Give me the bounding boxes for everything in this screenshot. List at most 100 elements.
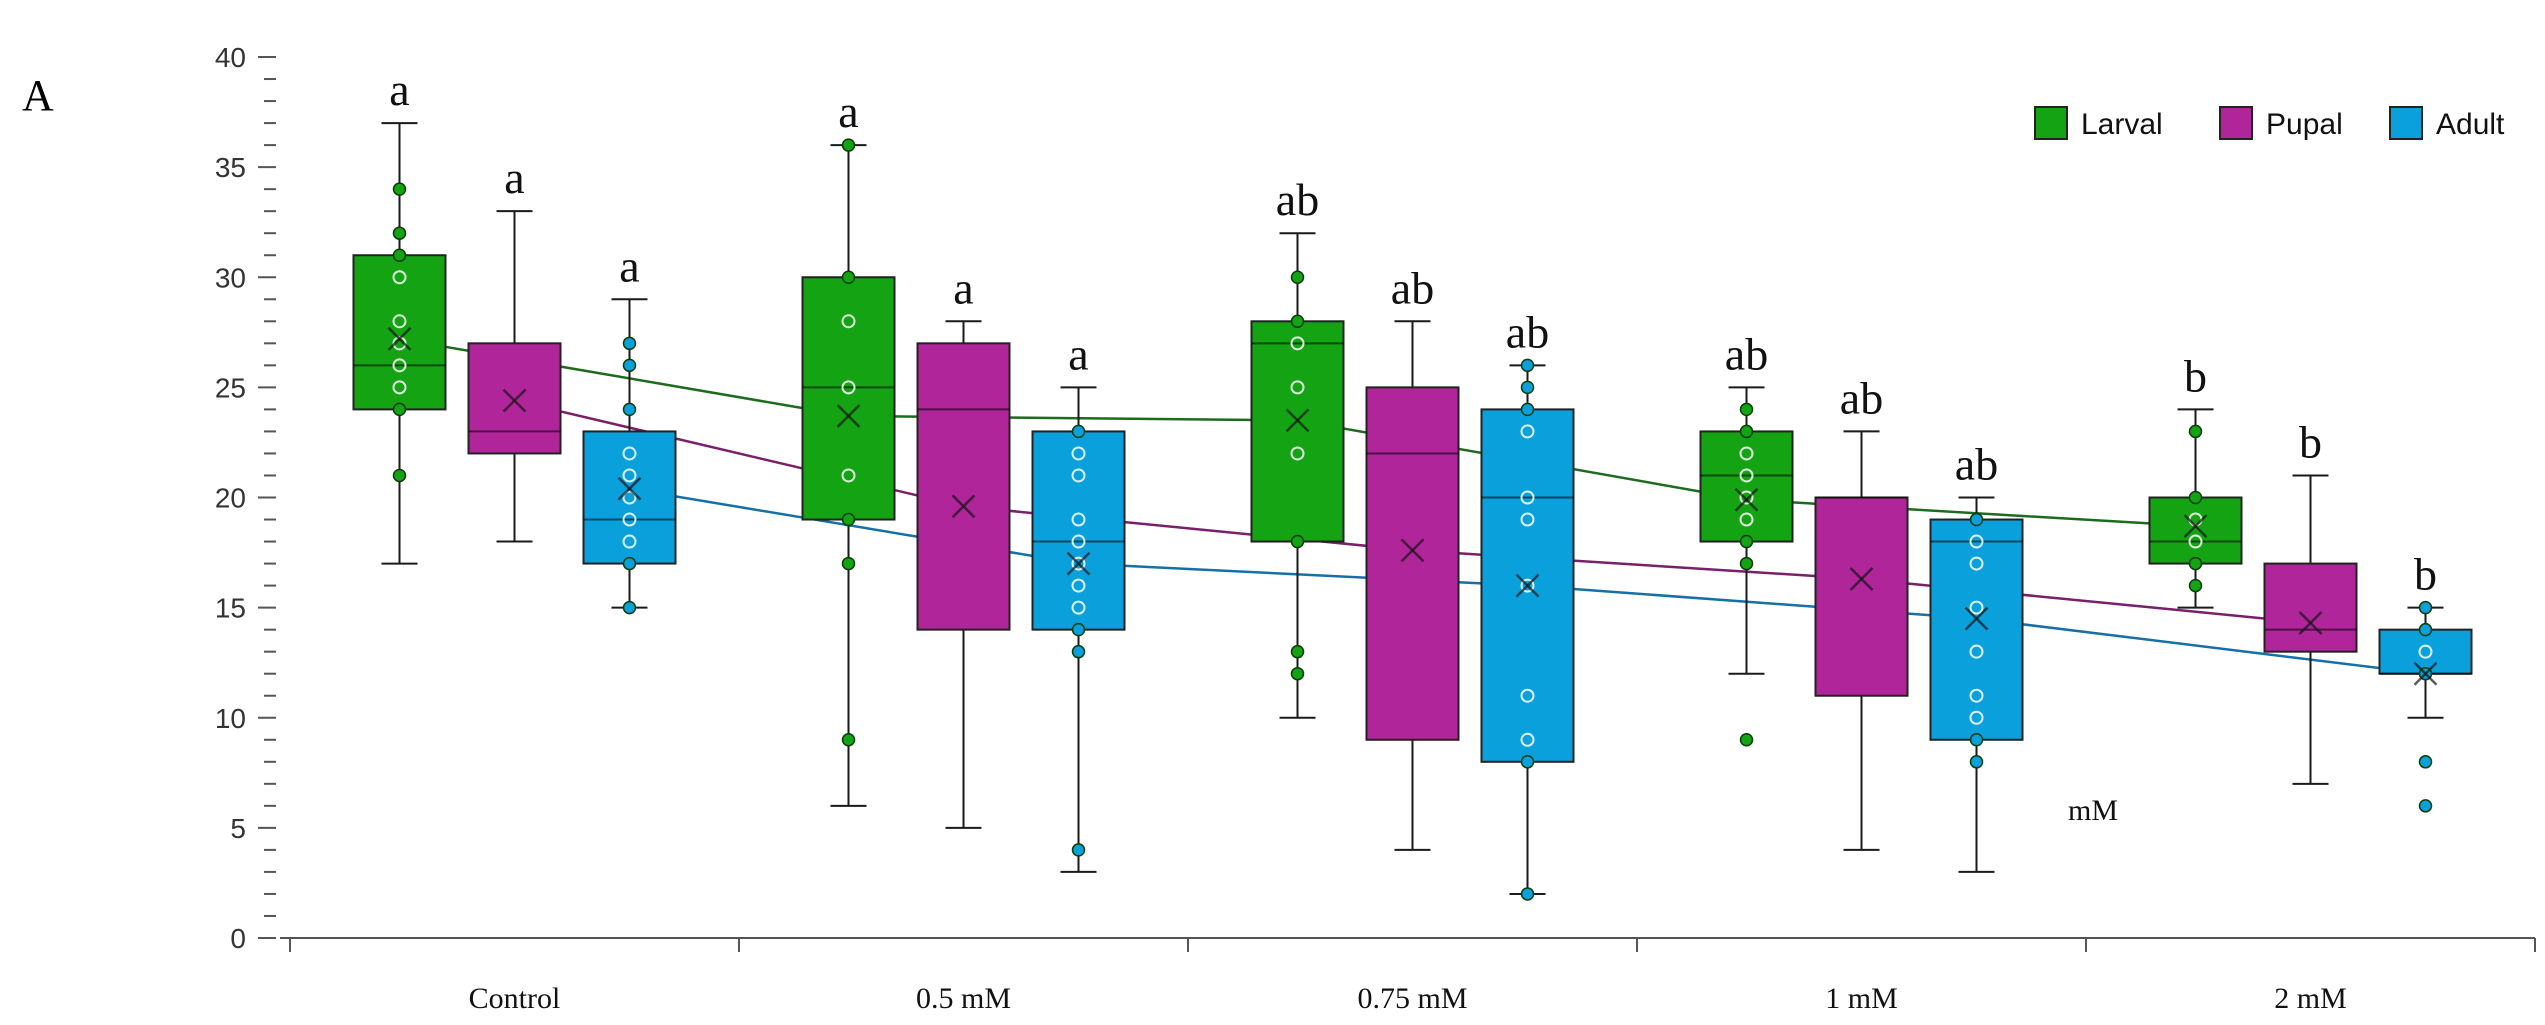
box-pupal-4	[2263, 474, 2358, 785]
significance-letter: a	[619, 240, 639, 291]
box-larval-2	[1250, 232, 1345, 719]
y-tick-label: 10	[215, 703, 246, 734]
data-point	[1969, 600, 1984, 615]
legend-item-larval: Larval	[2034, 106, 2163, 141]
box-iqr	[582, 430, 677, 565]
data-point	[1520, 688, 1535, 703]
data-point	[1071, 600, 1086, 615]
data-point	[1290, 380, 1305, 395]
box-larval-0	[352, 122, 447, 565]
legend-label: Pupal	[2266, 108, 2343, 141]
box-iqr	[352, 254, 447, 411]
data-point	[622, 490, 637, 505]
y-tick-label: 15	[215, 593, 246, 624]
data-point	[392, 380, 407, 395]
box-iqr	[2378, 628, 2473, 675]
box-iqr	[801, 276, 896, 521]
data-point	[1071, 644, 1086, 659]
mean-marker	[1515, 573, 1540, 598]
data-point	[622, 358, 637, 373]
data-point	[1739, 402, 1754, 417]
data-point	[1969, 556, 1984, 571]
data-point	[841, 733, 856, 747]
legend-swatch	[2219, 106, 2253, 140]
data-point	[1071, 622, 1086, 637]
data-point	[1071, 578, 1086, 593]
data-point	[1290, 666, 1305, 681]
data-point	[1520, 755, 1535, 769]
box-iqr	[2148, 496, 2243, 565]
y-tick-label: 20	[215, 483, 246, 514]
x-category-label: 0.5 mM	[916, 982, 1011, 1015]
significance-letter: a	[838, 86, 858, 137]
data-point	[392, 270, 407, 285]
box-adult-3	[1929, 496, 2024, 873]
y-tick-label: 25	[215, 372, 246, 403]
data-point	[841, 556, 856, 571]
significance-letter: b	[2414, 549, 2437, 600]
data-point	[2188, 556, 2203, 571]
significance-letter: a	[953, 262, 973, 313]
mean-marker	[836, 404, 861, 428]
data-point	[1739, 424, 1754, 439]
mean-marker	[502, 388, 527, 413]
data-point	[2418, 644, 2433, 659]
x-category-label: 1 mM	[1825, 982, 1898, 1015]
data-point	[1969, 710, 1984, 725]
data-point	[622, 402, 637, 417]
data-point	[1290, 644, 1305, 659]
data-point	[1290, 534, 1305, 549]
data-point	[1520, 380, 1535, 395]
data-point	[1739, 733, 1754, 747]
mean-marker	[1964, 606, 1989, 631]
box-larval-3	[1699, 386, 1794, 747]
mean-marker	[1849, 567, 1874, 591]
data-point	[1290, 314, 1305, 329]
data-point	[2418, 600, 2433, 615]
y-tick-label: 35	[215, 152, 246, 183]
data-point	[2188, 490, 2203, 505]
panel-label: A	[22, 71, 54, 120]
legend-item-adult: Adult	[2389, 106, 2505, 141]
x-category-label: Control	[469, 982, 561, 1015]
box-iqr	[467, 342, 562, 455]
legend-swatch	[2389, 106, 2423, 140]
mean-marker	[2413, 661, 2438, 686]
data-point	[1969, 733, 1984, 747]
box-iqr	[2263, 562, 2358, 653]
data-point	[1739, 534, 1754, 549]
data-point	[622, 512, 637, 527]
data-point	[392, 226, 407, 240]
data-point	[1071, 843, 1086, 857]
mean-marker	[2298, 611, 2323, 635]
y-tick-label: 5	[230, 813, 246, 844]
data-point	[2418, 799, 2433, 813]
box-iqr	[1929, 518, 2024, 741]
mean-marker	[1066, 551, 1091, 576]
legend-item-pupal: Pupal	[2219, 106, 2343, 141]
box-pupal-0	[467, 210, 562, 543]
significance-letter: b	[2299, 416, 2322, 467]
box-iqr	[1814, 496, 1909, 697]
data-point	[1071, 556, 1086, 571]
box-adult-0	[582, 298, 677, 615]
significance-letter: b	[2184, 350, 2207, 401]
data-point	[1071, 512, 1086, 527]
significance-letter: ab	[1725, 328, 1768, 379]
data-point	[1520, 490, 1535, 505]
box-iqr	[1365, 386, 1460, 741]
data-point	[2418, 622, 2433, 637]
mean-marker	[1285, 408, 1310, 433]
data-point	[1520, 402, 1535, 417]
significance-letter: ab	[1840, 372, 1883, 423]
y-tick-label: 0	[230, 923, 246, 954]
data-point	[392, 248, 407, 262]
box-iqr	[916, 342, 1011, 631]
data-point	[1071, 424, 1086, 439]
significance-letter: a	[389, 64, 409, 115]
data-point	[1739, 490, 1754, 505]
data-point	[841, 138, 856, 152]
legend-label: Larval	[2081, 108, 2163, 141]
unit-annotation: mM	[2068, 794, 2118, 827]
data-point	[1739, 468, 1754, 483]
